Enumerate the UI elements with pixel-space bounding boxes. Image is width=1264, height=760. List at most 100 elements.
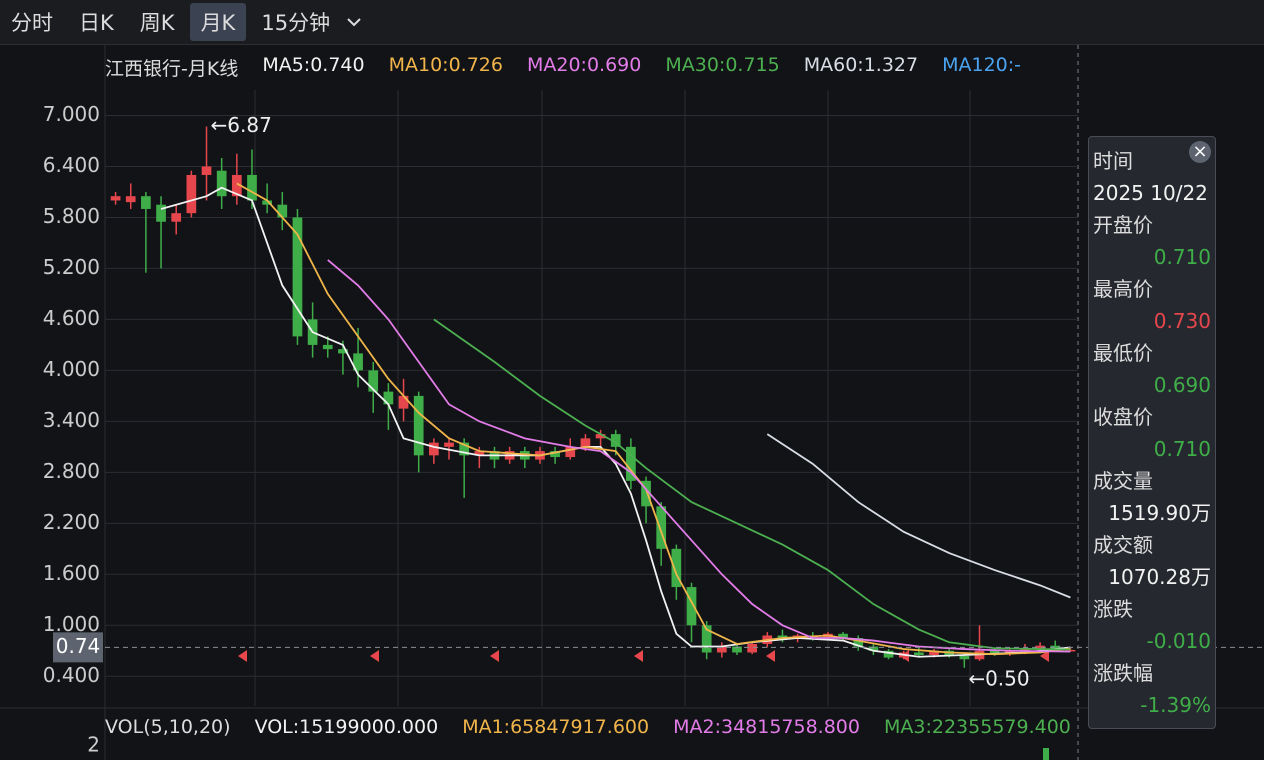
- period-tab[interactable]: 周K: [139, 11, 175, 35]
- y-tick-label: 0.400: [43, 663, 100, 687]
- y-tick-label: 6.400: [43, 153, 100, 177]
- info-value: 1519.90万: [1108, 501, 1211, 525]
- candle-body: [231, 174, 242, 197]
- event-marker: [634, 650, 643, 662]
- candle-body: [1050, 645, 1061, 650]
- period-tab[interactable]: 月K: [189, 3, 247, 41]
- candle-body: [398, 395, 409, 409]
- candle-body: [413, 395, 424, 456]
- current-price-box: [53, 632, 103, 663]
- candle-body: [686, 587, 697, 626]
- chart-title: 江西银行-月K线: [105, 58, 239, 80]
- candle-body: [429, 442, 439, 456]
- candle-body: [989, 650, 1000, 655]
- event-marker: [1040, 650, 1049, 662]
- period-tab[interactable]: 15分钟: [261, 11, 331, 35]
- info-value: 0.730: [1153, 309, 1211, 333]
- event-marker: [370, 650, 379, 662]
- info-label: 收盘价: [1093, 405, 1153, 429]
- info-value: -0.010: [1146, 629, 1211, 653]
- info-value: 1070.28万: [1108, 565, 1211, 589]
- ma-line: [327, 259, 1071, 653]
- y-tick-label: 2.800: [43, 459, 100, 483]
- chevron: [347, 18, 361, 27]
- ma-line: [433, 318, 1071, 651]
- close-button[interactable]: ×: [1189, 141, 1211, 163]
- candle-body: [125, 196, 136, 203]
- candle-body: [671, 548, 682, 588]
- candle-body: [292, 217, 303, 337]
- candle-body: [1065, 649, 1076, 652]
- y-tick-label: 5.200: [43, 255, 100, 279]
- event-marker: [238, 650, 247, 662]
- info-value: 2025 10/22: [1093, 181, 1208, 205]
- candle-body: [459, 442, 470, 456]
- candle-body: [171, 213, 182, 222]
- candle-body: [929, 650, 939, 656]
- ma-line: [766, 433, 1071, 599]
- info-label: 开盘价: [1093, 213, 1153, 237]
- candle-body: [701, 625, 712, 653]
- candle-body: [1020, 649, 1030, 651]
- event-marker: [490, 650, 499, 662]
- y-tick-label: 7.000: [43, 102, 100, 126]
- vertical-grid: [0, 45, 1264, 760]
- ma-legend: 江西银行-月K线 MA5:0.740 MA10:0.726 MA20:0.690 MA…: [105, 54, 1021, 81]
- candle-body: [595, 434, 606, 439]
- legend-entry: MA120:-: [942, 54, 1022, 76]
- y-tick-label: 2.200: [43, 510, 100, 534]
- event-marker: [766, 650, 775, 662]
- info-label: 最高价: [1093, 277, 1153, 301]
- candle-body: [444, 442, 454, 447]
- legend-entry: MA10:0.726: [388, 54, 503, 76]
- info-label: 成交量: [1093, 469, 1153, 493]
- info-label: 成交额: [1093, 533, 1153, 557]
- candle-body: [383, 391, 394, 405]
- candle-body: [656, 506, 667, 549]
- volume-bar: [1043, 748, 1049, 760]
- candle-body: [353, 353, 363, 371]
- price-annotation: ←6.87: [211, 113, 272, 137]
- y-tick-label: 4.000: [43, 357, 100, 381]
- candle-body: [550, 451, 560, 458]
- candle-body: [747, 643, 757, 653]
- y-tick-label: 1.600: [43, 561, 100, 585]
- info-label: 涨跌: [1093, 597, 1133, 621]
- legend-entry: MA5:0.740: [262, 54, 365, 76]
- info-value: 0.690: [1153, 373, 1211, 397]
- candle-body: [368, 370, 379, 392]
- volume-legend-entry: MA2:34815758.800: [673, 716, 860, 738]
- candle-body: [641, 480, 651, 507]
- info-value: -1.39%: [1140, 693, 1211, 717]
- candle-body: [868, 646, 879, 651]
- volume-tick-label: 2: [87, 733, 100, 757]
- candle-body: [626, 446, 636, 481]
- candle-body: [201, 166, 212, 175]
- y-tick-label: 5.800: [43, 204, 100, 228]
- candle-body: [732, 646, 742, 653]
- volume-title: VOL(5,10,20): [105, 716, 231, 738]
- candle-body: [610, 434, 621, 447]
- candle-body: [716, 646, 727, 653]
- volume-legend-entry: MA3:22355579.400: [884, 716, 1071, 738]
- candle-body: [565, 446, 576, 458]
- legend-entry: MA60:1.327: [803, 54, 919, 76]
- volume-legend: VOL(5,10,20) VOL:15199000.000 MA1:6584791…: [105, 716, 1071, 738]
- legend-entry: MA30:0.715: [665, 54, 780, 76]
- candle-body: [277, 204, 288, 218]
- candle-body: [216, 170, 227, 197]
- info-label: 最低价: [1093, 341, 1153, 365]
- candle-body: [110, 196, 121, 201]
- legend-entry: MA20:0.690: [526, 54, 642, 76]
- period-tab[interactable]: 日K: [79, 11, 114, 35]
- candle-body: [474, 451, 485, 456]
- candle-body: [914, 652, 924, 656]
- price-annotation: ←0.50: [968, 666, 1029, 690]
- candle-body: [1035, 645, 1045, 650]
- dropdown-arrow[interactable]: [345, 13, 363, 31]
- period-tab[interactable]: 分时: [11, 11, 53, 35]
- candle-body: [838, 633, 848, 639]
- y-tick-label: 3.400: [43, 408, 100, 432]
- current-price-label: 0.74: [56, 634, 101, 658]
